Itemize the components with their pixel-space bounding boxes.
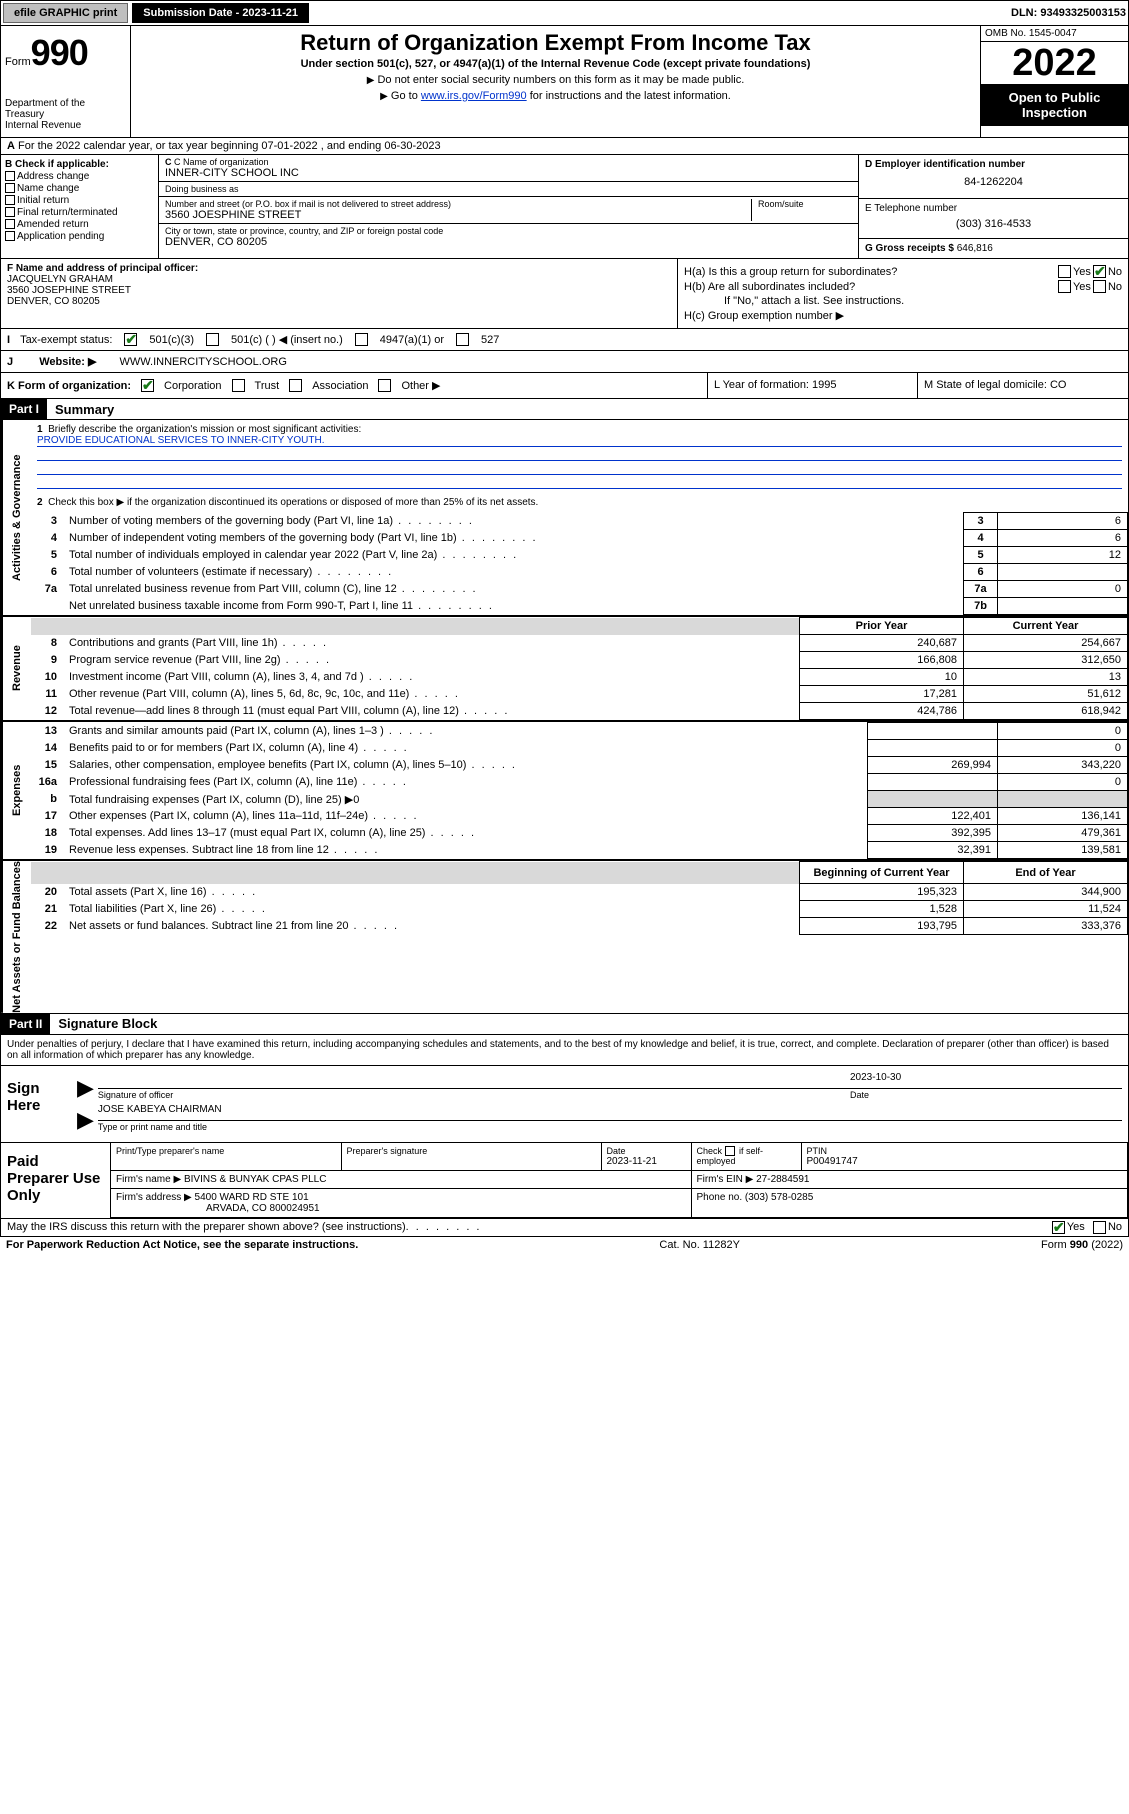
chk-4947[interactable] bbox=[355, 333, 368, 346]
tab-governance: Activities & Governance bbox=[1, 420, 31, 615]
col-b-checkboxes: B Check if applicable: Address change Na… bbox=[1, 155, 159, 258]
tab-revenue: Revenue bbox=[1, 617, 31, 720]
col-b-identity: C C Name of organization INNER-CITY SCHO… bbox=[159, 155, 858, 258]
table-governance: 3Number of voting members of the governi… bbox=[31, 512, 1128, 615]
table-net-assets: Beginning of Current YearEnd of Year20To… bbox=[31, 861, 1128, 935]
section-revenue: Revenue Prior YearCurrent Year8Contribut… bbox=[1, 617, 1128, 722]
footer-discuss: May the IRS discuss this return with the… bbox=[0, 1219, 1129, 1237]
form-title: Return of Organization Exempt From Incom… bbox=[139, 30, 972, 56]
paid-preparer-label: Paid Preparer Use Only bbox=[1, 1143, 111, 1218]
chk-trust[interactable] bbox=[232, 379, 245, 392]
org-name: INNER-CITY SCHOOL INC bbox=[165, 167, 852, 179]
note-goto-a: Go to bbox=[391, 90, 421, 102]
table-expenses: 13Grants and similar amounts paid (Part … bbox=[31, 722, 1128, 859]
chk-name-change[interactable] bbox=[5, 183, 15, 193]
firm-ein: 27-2884591 bbox=[756, 1174, 809, 1185]
ptin: P00491747 bbox=[807, 1156, 1123, 1167]
ein: 84-1262204 bbox=[865, 170, 1122, 194]
firm-phone: (303) 578-0285 bbox=[745, 1192, 813, 1203]
efile-print-button[interactable]: efile GRAPHIC print bbox=[3, 3, 128, 23]
officer-addr2: DENVER, CO 80205 bbox=[7, 296, 671, 307]
note-goto-b: for instructions and the latest informat… bbox=[527, 90, 731, 102]
header-right: OMB No. 1545-0047 2022 Open to Public In… bbox=[980, 26, 1128, 137]
dept-text: Department of the TreasuryInternal Reven… bbox=[5, 98, 126, 131]
note-ssn: Do not enter social security numbers on … bbox=[377, 74, 744, 86]
signature-block: Under penalties of perjury, I declare th… bbox=[0, 1035, 1129, 1143]
tax-year: 2022 bbox=[981, 42, 1128, 84]
top-bar: efile GRAPHIC print Submission Date - 20… bbox=[0, 0, 1129, 26]
chk-final-return[interactable] bbox=[5, 207, 15, 217]
arrow-icon: ▶ bbox=[77, 1072, 98, 1093]
chk-ha-no[interactable] bbox=[1093, 265, 1106, 278]
pra-notice: For Paperwork Reduction Act Notice, see … bbox=[6, 1239, 358, 1251]
part-i-header: Part I Summary bbox=[0, 399, 1129, 420]
chk-corp[interactable] bbox=[141, 379, 154, 392]
inspection-notice: Open to Public Inspection bbox=[981, 84, 1128, 126]
chk-501c3[interactable] bbox=[124, 333, 137, 346]
footer-bottom: For Paperwork Reduction Act Notice, see … bbox=[0, 1237, 1129, 1253]
chk-hb-no[interactable] bbox=[1093, 280, 1106, 293]
form-ref: Form 990 (2022) bbox=[1041, 1239, 1123, 1251]
form-label: Form bbox=[5, 56, 31, 68]
sig-date-value: 2023-10-30 bbox=[842, 1072, 1122, 1088]
gross-receipts: 646,816 bbox=[957, 243, 993, 254]
officer-addr1: 3560 JOSEPHINE STREET bbox=[7, 285, 671, 296]
header-left: Form 990 Department of the TreasuryInter… bbox=[1, 26, 131, 137]
header-mid: Return of Organization Exempt From Incom… bbox=[131, 26, 980, 137]
omb-number: OMB No. 1545-0047 bbox=[981, 26, 1128, 42]
summary-body: Activities & Governance 1 Briefly descri… bbox=[0, 420, 1129, 1014]
form-subtitle: Under section 501(c), 527, or 4947(a)(1)… bbox=[139, 58, 972, 70]
row-f: F Name and address of principal officer:… bbox=[0, 259, 1129, 329]
irs-link[interactable]: www.irs.gov/Form990 bbox=[421, 90, 527, 102]
tab-expenses: Expenses bbox=[1, 722, 31, 859]
state-domicile: M State of legal domicile: CO bbox=[918, 373, 1128, 398]
section-net-assets: Net Assets or Fund Balances Beginning of… bbox=[1, 861, 1128, 1013]
prep-date: 2023-11-21 bbox=[607, 1156, 686, 1167]
chk-initial-return[interactable] bbox=[5, 195, 15, 205]
submission-date-button[interactable]: Submission Date - 2023-11-21 bbox=[132, 3, 309, 23]
table-revenue: Prior YearCurrent Year8Contributions and… bbox=[31, 617, 1128, 720]
chk-address-change[interactable] bbox=[5, 171, 15, 181]
chk-other[interactable] bbox=[378, 379, 391, 392]
chk-discuss-no[interactable] bbox=[1093, 1221, 1106, 1234]
chk-ha-yes[interactable] bbox=[1058, 265, 1071, 278]
chk-assoc[interactable] bbox=[289, 379, 302, 392]
tab-net-assets: Net Assets or Fund Balances bbox=[1, 861, 31, 1013]
col-b-right: D Employer identification number 84-1262… bbox=[858, 155, 1128, 258]
mission-text: PROVIDE EDUCATIONAL SERVICES TO INNER-CI… bbox=[37, 435, 1122, 447]
row-i-tax-status: I Tax-exempt status: 501(c)(3) 501(c) ( … bbox=[0, 329, 1129, 351]
year-formation: L Year of formation: 1995 bbox=[708, 373, 918, 398]
row-a-tax-year: A For the 2022 calendar year, or tax yea… bbox=[0, 138, 1129, 155]
firm-name: BIVINS & BUNYAK CPAS PLLC bbox=[184, 1174, 326, 1185]
cat-no: Cat. No. 11282Y bbox=[358, 1239, 1041, 1251]
section-governance: Activities & Governance 1 Briefly descri… bbox=[1, 420, 1128, 617]
form-header: Form 990 Department of the TreasuryInter… bbox=[0, 26, 1129, 138]
chk-app-pending[interactable] bbox=[5, 231, 15, 241]
firm-addr2: ARVADA, CO 800024951 bbox=[116, 1203, 320, 1214]
telephone: (303) 316-4533 bbox=[865, 214, 1122, 234]
chk-self-employed[interactable] bbox=[725, 1146, 735, 1156]
row-k: K Form of organization: Corporation Trus… bbox=[0, 373, 1129, 399]
part-ii-header: Part II Signature Block bbox=[0, 1014, 1129, 1035]
section-expenses: Expenses 13Grants and similar amounts pa… bbox=[1, 722, 1128, 861]
street-address: 3560 JOESPHINE STREET bbox=[165, 209, 745, 221]
penalty-text: Under penalties of perjury, I declare th… bbox=[1, 1035, 1128, 1065]
dln-text: DLN: 93493325003153 bbox=[1011, 7, 1126, 19]
firm-addr1: 5400 WARD RD STE 101 bbox=[195, 1192, 309, 1203]
chk-discuss-yes[interactable] bbox=[1052, 1221, 1065, 1234]
city-state-zip: DENVER, CO 80205 bbox=[165, 236, 852, 248]
preparer-block: Paid Preparer Use Only Print/Type prepar… bbox=[0, 1143, 1129, 1219]
block-b: B Check if applicable: Address change Na… bbox=[0, 155, 1129, 259]
chk-amended[interactable] bbox=[5, 219, 15, 229]
website-url: WWW.INNERCITYSCHOOL.ORG bbox=[119, 356, 286, 368]
chk-527[interactable] bbox=[456, 333, 469, 346]
row-j-website: J Website: ▶ WWW.INNERCITYSCHOOL.ORG bbox=[0, 351, 1129, 373]
officer-name-title: JOSE KABEYA CHAIRMAN bbox=[98, 1104, 1122, 1120]
chk-501c[interactable] bbox=[206, 333, 219, 346]
arrow-icon: ▶ bbox=[77, 1104, 98, 1125]
chk-hb-yes[interactable] bbox=[1058, 280, 1071, 293]
form-number: 990 bbox=[31, 32, 88, 74]
sign-here-label: Sign Here bbox=[1, 1066, 71, 1142]
officer-name: JACQUELYN GRAHAM bbox=[7, 274, 671, 285]
